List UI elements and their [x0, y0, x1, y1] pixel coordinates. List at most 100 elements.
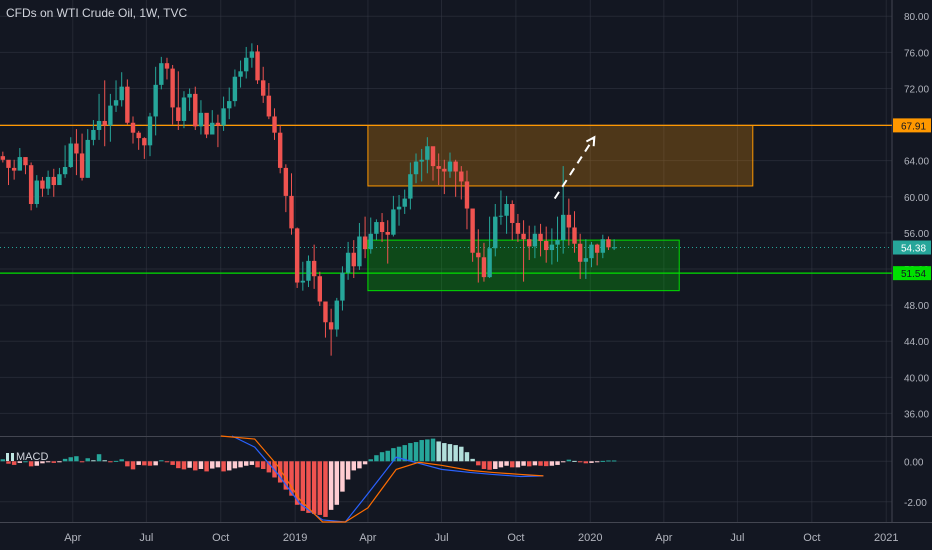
macd-histogram-bar	[493, 461, 498, 469]
x-tick-label: Oct	[507, 532, 524, 544]
projection-arrow-line	[553, 136, 596, 200]
macd-histogram-bar	[130, 461, 136, 470]
macd-histogram-bar	[283, 461, 289, 490]
candle-body	[159, 63, 164, 85]
macd-histogram-bar	[374, 455, 379, 462]
candle-body	[294, 228, 300, 283]
macd-histogram-bar	[79, 461, 85, 463]
macd-histogram-bar	[238, 461, 243, 468]
macd-histogram-bar	[419, 440, 424, 462]
macd-histogram-bar	[476, 461, 481, 466]
candle-body	[368, 233, 373, 250]
candle-body	[125, 86, 130, 123]
macd-histogram-bar	[136, 461, 141, 465]
macd-histogram-bar	[481, 461, 487, 469]
x-tick-label: Oct	[803, 532, 820, 544]
candle-body	[328, 322, 334, 330]
macd-histogram-bar	[334, 461, 340, 505]
candle-body	[102, 120, 107, 126]
candle-body	[334, 300, 339, 330]
y-tick-label: 36.00	[904, 409, 929, 420]
macd-histogram-bar	[306, 461, 311, 513]
candle-body	[402, 198, 407, 207]
macd-histogram-bar	[294, 461, 300, 505]
candle-body	[306, 260, 311, 281]
macd-histogram-bar	[102, 460, 107, 462]
candle-body	[51, 176, 56, 186]
candle-body	[555, 240, 560, 245]
candle-body	[436, 166, 441, 169]
candle-body	[351, 252, 356, 267]
macd-histogram-bar	[17, 461, 23, 463]
macd-histogram-bar	[447, 444, 453, 462]
candle-body	[249, 51, 255, 58]
candle-body	[515, 222, 521, 234]
y-tick-label: 56.00	[904, 229, 929, 240]
candle-body	[476, 252, 481, 258]
candle-body	[136, 132, 141, 139]
candle-body	[560, 214, 566, 241]
candle-body	[68, 143, 73, 167]
candle-body	[385, 231, 390, 235]
price-label-last	[893, 240, 931, 255]
candle-body	[544, 241, 549, 251]
x-tick-label: Apr	[64, 532, 81, 544]
macd-indicator-icon	[6, 453, 14, 461]
x-tick-label: 2021	[874, 532, 898, 544]
macd-histogram-bar	[34, 461, 40, 466]
macd-histogram-bar	[345, 461, 351, 480]
macd-histogram-bar	[215, 461, 221, 468]
macd-histogram-bar	[125, 461, 130, 467]
candle-body	[340, 272, 345, 301]
candle-body	[459, 171, 464, 182]
macd-histogram-bar	[181, 461, 187, 470]
candle-body	[130, 122, 136, 133]
macd-histogram-bar	[543, 461, 549, 467]
macd-histogram-bar	[11, 461, 17, 465]
y-tick-label: 40.00	[904, 373, 929, 384]
y-tick-label: 60.00	[904, 193, 929, 204]
macd-histogram-bar	[453, 445, 458, 462]
candle-body	[487, 248, 492, 278]
candle-body	[357, 236, 362, 267]
macd-histogram-bar	[328, 461, 334, 510]
macd-histogram-bar	[85, 458, 90, 462]
macd-histogram-bar	[555, 461, 560, 465]
macd-histogram-bar	[57, 461, 62, 463]
macd-histogram-bar	[408, 443, 413, 462]
macd-histogram-bar	[159, 460, 164, 462]
macd-histogram-bar	[413, 442, 419, 462]
macd-histogram-bar	[368, 459, 373, 462]
macd-histogram-bar	[521, 461, 526, 466]
macd-histogram-bar	[96, 454, 102, 462]
candle-body	[442, 168, 447, 172]
candle-body	[85, 139, 90, 178]
candle-body	[170, 68, 175, 108]
macd-histogram-bar	[62, 458, 68, 462]
macd-histogram-bar	[119, 459, 124, 462]
candle-body	[323, 301, 328, 323]
x-tick-label: Apr	[359, 532, 376, 544]
candle-body	[283, 167, 289, 196]
y-tick-label: 72.00	[904, 84, 929, 95]
macd-histogram-bar	[323, 461, 328, 517]
candle-body	[119, 86, 124, 101]
macd-histogram-bar	[45, 461, 51, 463]
price-label-support	[893, 266, 931, 281]
candle-body	[187, 93, 192, 98]
candle-body	[57, 174, 62, 186]
candle-body	[419, 159, 424, 162]
macd-histogram-bar	[583, 461, 589, 464]
candle-body	[147, 116, 153, 146]
candle-body	[572, 227, 577, 244]
y-tick-label: 44.00	[904, 337, 929, 348]
macd-histogram-bar	[515, 461, 521, 468]
macd-histogram-bar	[391, 448, 396, 462]
macd-histogram-bar	[317, 461, 323, 515]
macd-histogram-bar	[560, 461, 566, 463]
macd-histogram-bar	[232, 461, 238, 469]
candle-body	[255, 51, 260, 81]
candle-body	[91, 129, 96, 140]
candle-body	[606, 239, 611, 248]
